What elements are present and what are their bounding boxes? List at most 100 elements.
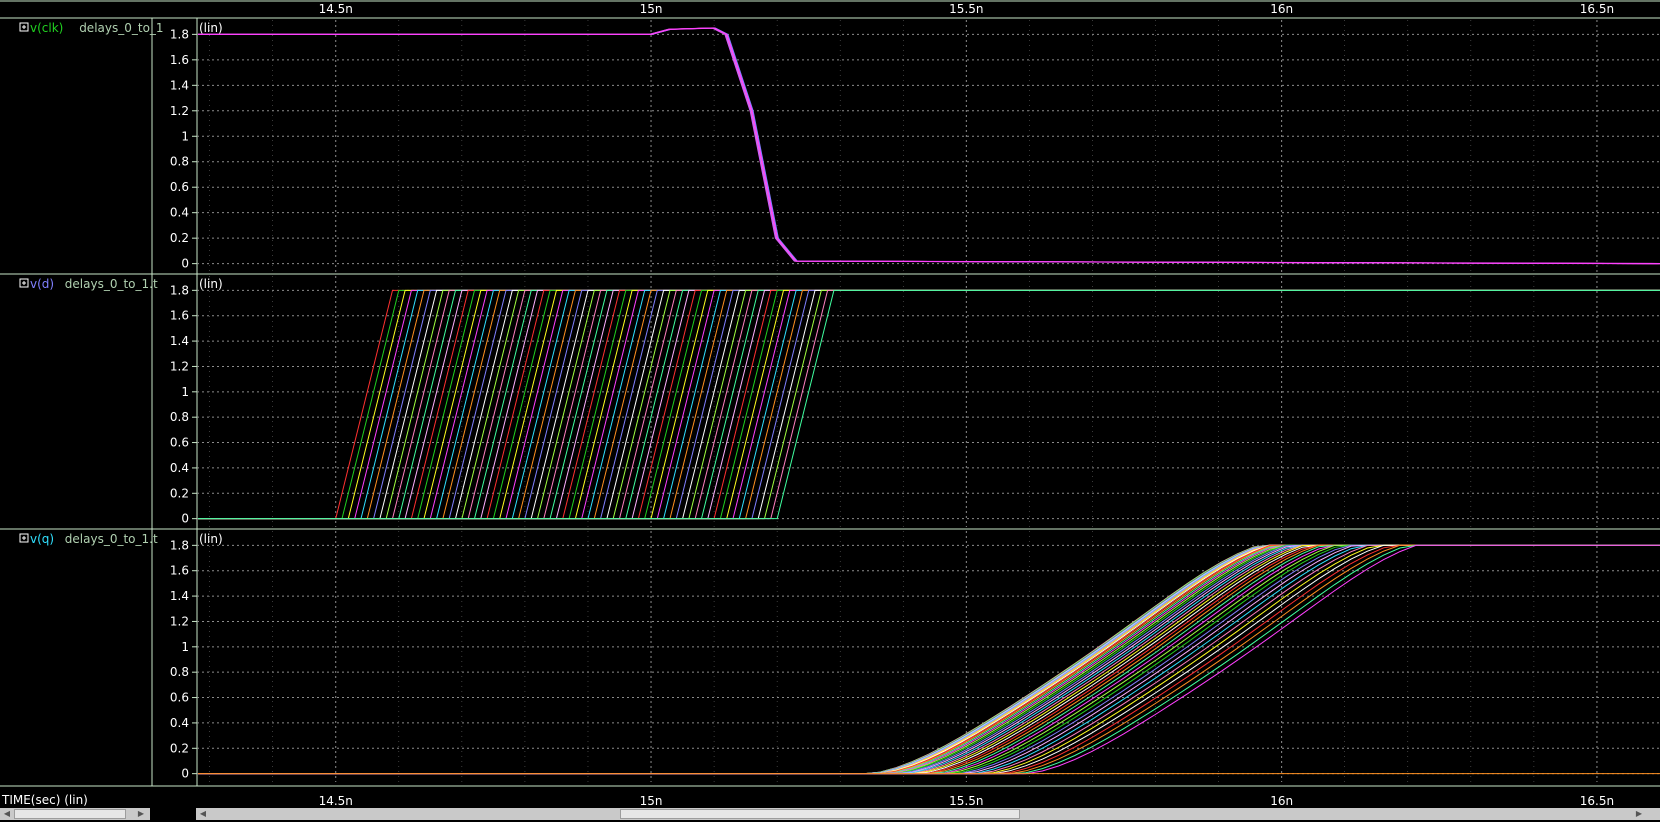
signal-legend: delays_0_to_1 <box>79 21 163 35</box>
scale-label: (lin) <box>199 532 223 546</box>
waveform-trace <box>198 544 1660 775</box>
waveform-trace <box>198 289 1660 520</box>
y-tick-label: 1.4 <box>170 589 189 603</box>
y-tick-label: 1 <box>181 385 189 399</box>
waveform-trace <box>198 289 1660 520</box>
waveform-trace <box>198 289 1660 520</box>
waveform-trace <box>198 289 1660 520</box>
waveform-trace <box>198 289 1660 520</box>
time-tick-label-top: 14.5n <box>319 2 353 16</box>
waveform-trace <box>198 289 1660 520</box>
time-scroll-right-arrow-icon[interactable]: ▶ <box>1635 809 1643 818</box>
waveform-trace <box>198 289 1660 520</box>
waveform-trace <box>198 544 1660 775</box>
waveforms <box>198 544 1660 775</box>
waveform-trace <box>198 289 1660 520</box>
signal-name: v(clk) <box>30 21 63 35</box>
waveform-trace <box>198 544 1660 775</box>
waveform-trace <box>198 544 1660 775</box>
waveform-trace <box>198 289 1660 520</box>
waveform-trace <box>198 289 1660 520</box>
waveform-trace <box>198 544 1660 775</box>
waveform-trace <box>198 289 1660 520</box>
y-tick-label: 1.6 <box>170 53 189 67</box>
y-tick-label: 0.8 <box>170 410 189 424</box>
scroll-left-arrow-icon[interactable]: ◀ <box>3 809 11 818</box>
waveform-trace <box>198 289 1660 520</box>
waveform-trace <box>198 289 1660 520</box>
waveform-trace <box>198 289 1660 520</box>
y-tick-label: 0 <box>181 767 189 781</box>
y-tick-label: 1.2 <box>170 104 189 118</box>
y-tick-label: 1.2 <box>170 359 189 373</box>
time-scrollbar-thumb[interactable] <box>620 809 1020 819</box>
waveform-trace <box>198 544 1660 775</box>
left-scrollbar-thumb[interactable] <box>14 809 126 819</box>
waveform-trace <box>198 544 1660 775</box>
waveform-trace <box>198 289 1660 520</box>
waveform-trace <box>198 544 1660 775</box>
waveform-trace <box>198 289 1660 520</box>
waveforms <box>198 289 1660 520</box>
waveform-trace <box>198 544 1660 775</box>
waveform-trace <box>198 289 1660 520</box>
waveform-trace <box>198 289 1660 520</box>
y-tick-label: 0 <box>181 257 189 271</box>
waveform-trace <box>198 289 1660 520</box>
time-tick-label-bottom: 15n <box>640 794 663 808</box>
signal-name: v(q) <box>30 532 54 546</box>
waveform-trace <box>198 289 1660 520</box>
waveform-trace <box>198 289 1660 520</box>
y-tick-label: 1.4 <box>170 78 189 92</box>
waveform-trace <box>198 544 1660 775</box>
waveform-trace <box>198 544 1660 775</box>
waveform-trace <box>198 289 1660 520</box>
waveform-trace <box>198 544 1660 775</box>
waveform-trace <box>198 544 1660 775</box>
waveform-trace <box>198 544 1660 775</box>
waveform-trace <box>198 289 1660 520</box>
waveform-trace <box>198 289 1660 520</box>
signal-legend: delays_0_to_1.t <box>65 277 158 291</box>
waveform-trace <box>198 27 1660 265</box>
waveform-trace <box>198 289 1660 520</box>
y-tick-label: 0.6 <box>170 691 189 705</box>
scroll-right-arrow-icon[interactable]: ▶ <box>137 809 145 818</box>
left-scrollbar[interactable]: ◀ ▶ <box>0 808 150 820</box>
y-tick-label: 0.6 <box>170 180 189 194</box>
waveform-trace <box>198 289 1660 520</box>
y-tick-label: 1 <box>181 640 189 654</box>
y-tick-label: 1 <box>181 129 189 143</box>
waveform-trace <box>198 544 1660 775</box>
waveform-trace <box>198 289 1660 520</box>
waveform-trace <box>198 289 1660 520</box>
waveform-trace <box>198 289 1660 520</box>
y-tick-label: 0.2 <box>170 741 189 755</box>
waveform-trace <box>198 544 1660 775</box>
signal-legend: delays_0_to_1.t <box>65 532 158 546</box>
time-scrollbar[interactable]: ◀ ▶ <box>196 808 1660 820</box>
waveform-trace <box>198 544 1660 775</box>
waveform-trace <box>198 544 1660 775</box>
waveform-trace <box>198 289 1660 520</box>
waveform-trace <box>198 289 1660 520</box>
time-tick-label-bottom: 15.5n <box>949 794 983 808</box>
waveform-trace <box>198 289 1660 520</box>
waveform-trace <box>198 544 1660 775</box>
waveform-trace <box>198 27 1660 265</box>
waveform-trace <box>198 289 1660 520</box>
waveform-trace <box>198 544 1660 775</box>
time-tick-label-bottom: 16n <box>1270 794 1293 808</box>
waveform-trace <box>198 27 1659 265</box>
waveform-trace <box>198 544 1660 775</box>
waveform-trace <box>198 289 1660 520</box>
time-scroll-left-arrow-icon[interactable]: ◀ <box>199 809 207 818</box>
waveform-trace <box>198 289 1660 520</box>
panel-q: 0 0.2 0.4 0.6 0.8 1 1.2 1.4 1.6 1.8 (lin) v(q) delay… <box>0 528 1660 782</box>
signal-name: v(d) <box>30 277 54 291</box>
waveform-trace <box>198 289 1660 520</box>
waveform-trace <box>198 289 1660 520</box>
waveform-trace <box>198 289 1660 520</box>
y-tick-label: 0.8 <box>170 155 189 169</box>
